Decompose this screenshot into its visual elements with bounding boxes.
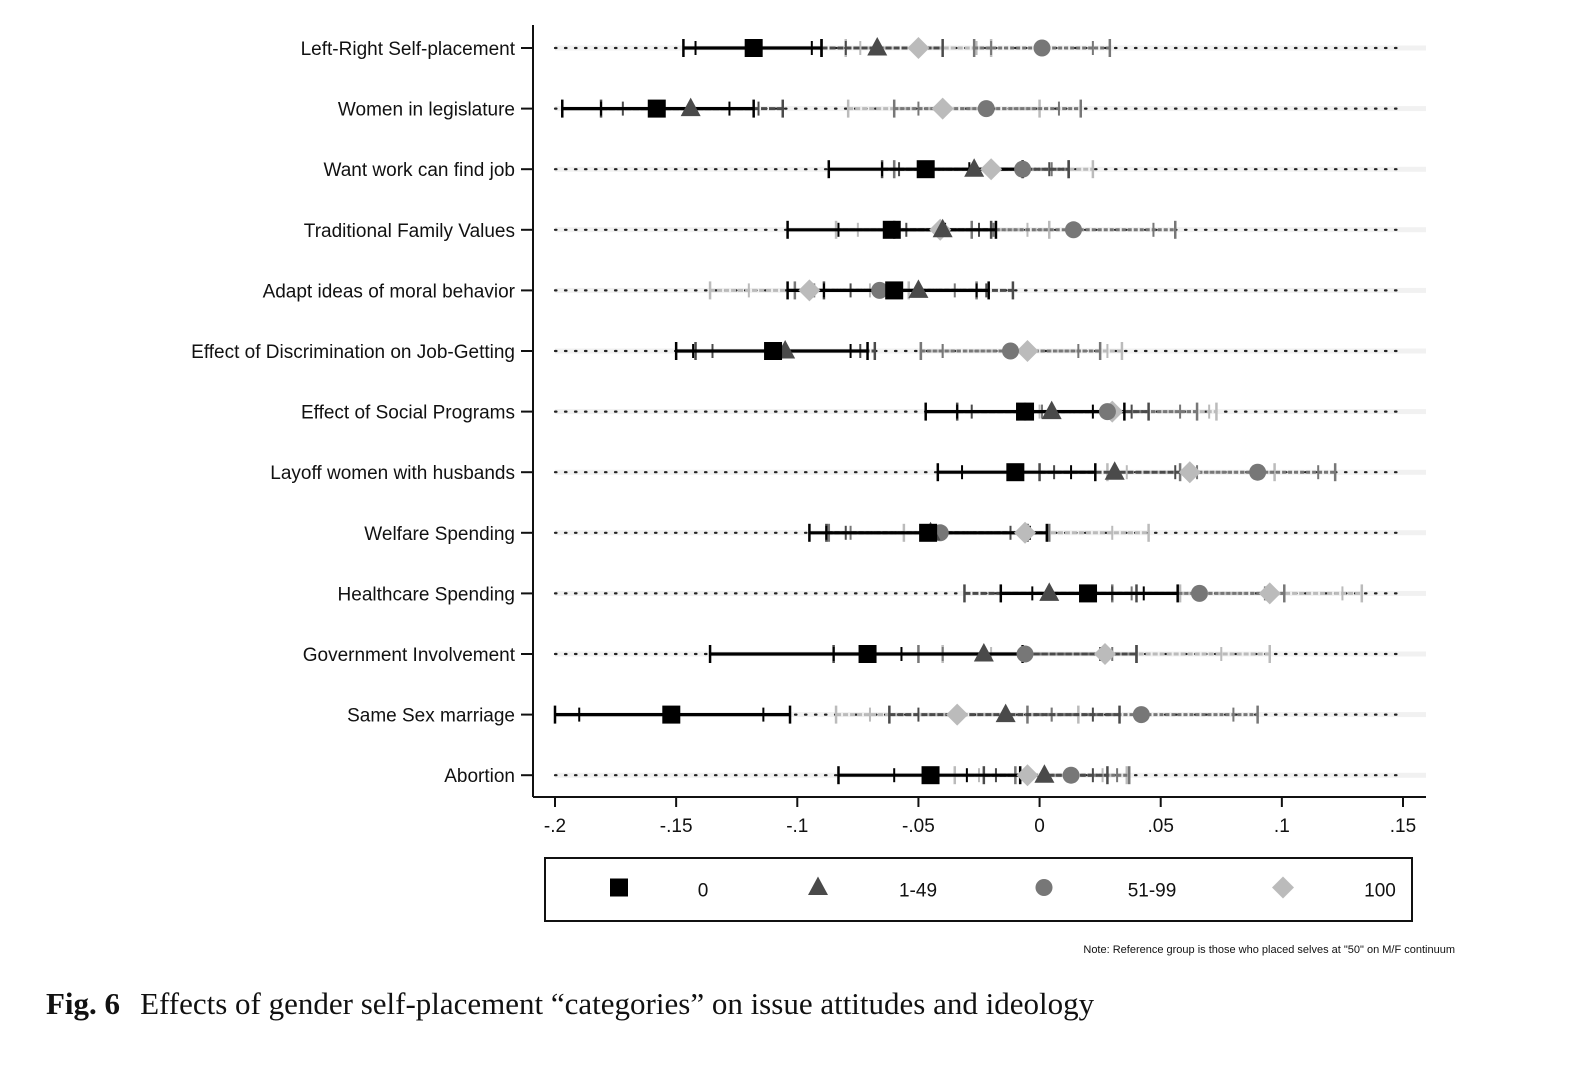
point-square [916,160,935,179]
point-triangle [1104,461,1125,480]
x-tick-label: -.2 [544,816,566,837]
point-circle [1098,403,1116,421]
point-circle [1001,342,1019,360]
x-tick-label: -.05 [902,816,935,837]
point-triangle [932,218,953,238]
point-diamond [1014,521,1037,544]
point-circle [1064,221,1082,239]
point-square [647,99,666,118]
point-square [885,281,904,300]
point-square [1016,402,1035,421]
point-diamond [980,158,1003,181]
point-circle [1190,584,1208,602]
reference-note: Note: Reference group is those who place… [1083,944,1455,956]
figure-label: Fig. 6 [46,986,121,1021]
point-diamond [1016,340,1039,362]
point-circle [1016,645,1034,663]
legend-marker-diamond [1272,876,1294,899]
y-category-label: Healthcare Spending [338,584,515,605]
legend-label: 1-49 [899,881,937,902]
point-square [1006,463,1025,482]
point-square [921,766,940,785]
y-axis-labels: Left-Right Self-placement Women in legisl… [191,39,516,787]
y-category-label: Effect of Social Programs [301,403,515,424]
x-tick-label: 0 [1034,816,1045,837]
point-circle [977,100,995,118]
point-diamond [1178,461,1201,484]
legend-label: 100 [1364,881,1396,902]
y-category-label: Government Involvement [303,645,516,666]
point-square [882,220,901,239]
point-triangle [1034,764,1055,783]
point-circle [871,281,889,299]
y-category-label: Effect of Discrimination on Job-Getting [191,342,515,363]
legend-label: 0 [698,881,709,902]
point-diamond [1016,764,1039,787]
series-marks [553,37,1364,787]
point-triangle [964,158,985,177]
x-tick-label: -.1 [786,816,808,837]
point-diamond [798,279,821,302]
y-category-label: Women in legislature [338,100,515,121]
point-circle [1014,160,1032,178]
axes [521,25,1426,798]
point-square [744,39,763,57]
x-axis-ticks: -.2 -.15 -.1 -.05 0 .05 .1 .15 [544,797,1416,837]
legend-marker-circle [1035,879,1053,896]
legend-marker-triangle [808,876,828,895]
point-triangle [867,37,888,56]
point-square [662,705,681,724]
point-diamond [1258,582,1281,605]
x-tick-label: .1 [1274,816,1290,837]
point-triangle [908,279,929,298]
x-tick-label: -.15 [660,816,693,837]
legend-label: 51-99 [1128,881,1177,902]
y-category-label: Traditional Family Values [304,221,515,242]
point-diamond [946,703,969,726]
point-square [919,523,938,542]
point-triangle [995,703,1016,723]
y-category-label: Same Sex marriage [347,706,515,727]
point-triangle [973,643,994,662]
coefficient-plot: Left-Right Self-placement Women in legisl… [191,25,1455,956]
point-square [764,342,783,360]
y-category-label: Abortion [444,766,515,787]
point-square [858,645,877,663]
point-triangle [1041,400,1062,420]
point-triangle [1039,582,1060,601]
legend-box [544,857,1413,922]
legend-marker-square [610,878,628,897]
x-tick-label: .05 [1148,816,1174,837]
figure-caption-text: Effects of gender self-placement “catego… [140,986,1095,1021]
point-diamond [931,97,954,120]
legend: 0 1-49 51-99 100 [544,857,1413,922]
y-category-label: Left-Right Self-placement [301,39,516,60]
y-category-label: Welfare Spending [364,524,515,545]
figure-caption: Fig. 6 Effects of gender self-placement “… [46,986,1094,1022]
point-circle [1132,706,1150,724]
point-circle [1062,766,1080,784]
point-triangle [680,97,701,117]
point-circle [1033,39,1051,57]
point-diamond [1093,643,1116,665]
y-category-label: Layoff women with husbands [270,463,515,484]
y-category-label: Want work can find job [324,160,516,181]
point-diamond [907,37,930,59]
x-tick-label: .15 [1390,816,1416,837]
point-square [1079,584,1098,603]
y-category-label: Adapt ideas of moral behavior [263,281,516,302]
point-circle [1249,463,1267,481]
